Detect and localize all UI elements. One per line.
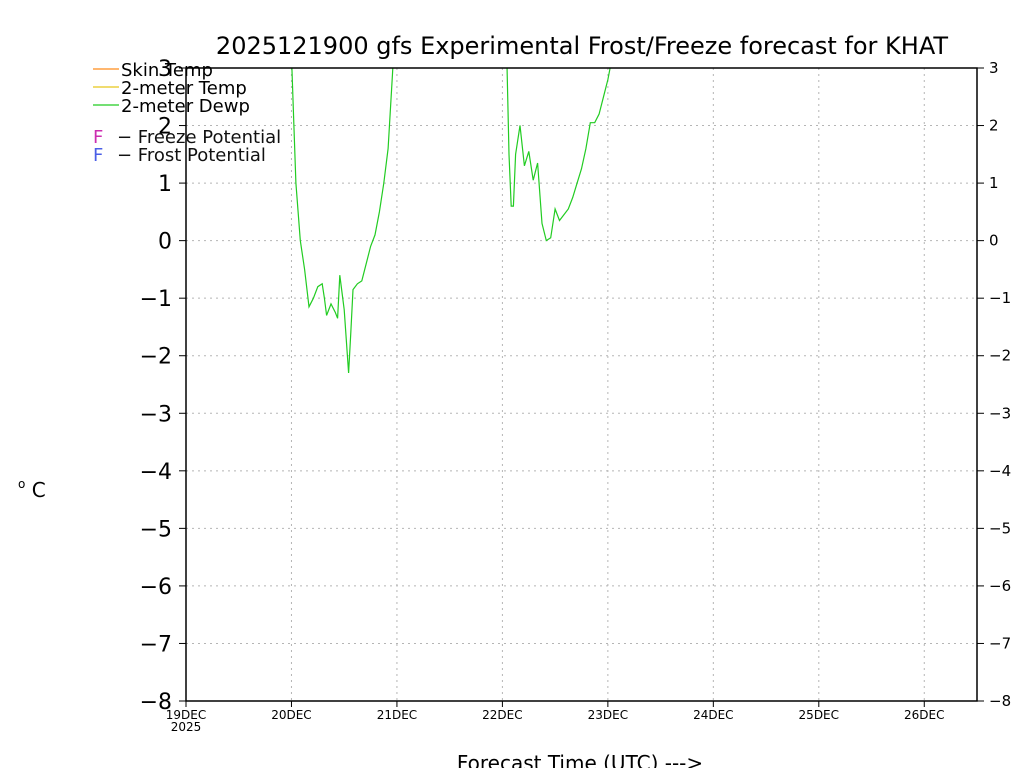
legend-potential-entry: F − Freeze Potential: [93, 127, 281, 148]
y-tick-label-right: 3: [989, 59, 999, 77]
y-axis-label-unit: C: [32, 478, 46, 502]
y-tick-label-left: −1: [140, 287, 172, 312]
y-tick-label-right: 1: [989, 174, 999, 192]
y-axis-ticks: 3 3 2 2 1 1 0 0 −1 −1 −2 −2 −3 −3 −4 −4 −5 −5 −6 −6 −7 −7 −8 −8: [140, 57, 1012, 715]
legend-potential-entry: F − Frost Potential: [93, 145, 266, 166]
x-tick-label: 20DEC: [271, 708, 311, 722]
x-axis-ticks: 19DEC 20DEC 21DEC 22DEC 23DEC 24DEC 25DEC 26DEC: [166, 701, 945, 722]
y-tick-label-right: 0: [989, 232, 999, 250]
y-tick-label-right: −1: [989, 289, 1011, 307]
series-line-dewpoint: [291, 68, 394, 374]
y-tick-label-right: −4: [989, 462, 1011, 480]
x-tick-label: 23DEC: [588, 708, 628, 722]
legend-label: 2-meter Temp: [121, 78, 247, 99]
x-axis-label: Forecast Time (UTC) --->: [457, 751, 703, 768]
legend-potential-symbol: F: [93, 127, 103, 148]
y-tick-label-left: −2: [140, 345, 172, 370]
x-tick-label: 22DEC: [482, 708, 522, 722]
legend-label: Skin Temp: [121, 60, 213, 81]
x-tick-label: 26DEC: [904, 708, 944, 722]
y-tick-label-left: −5: [140, 517, 172, 542]
legend-potential-label: − Freeze Potential: [117, 127, 281, 148]
y-tick-label-right: −3: [989, 404, 1011, 422]
legend-potential-label: − Frost Potential: [117, 145, 266, 166]
x-tick-label: 21DEC: [377, 708, 417, 722]
y-tick-label-left: −8: [140, 690, 172, 715]
y-tick-label-left: −7: [140, 632, 172, 657]
y-tick-label-left: 3: [158, 57, 172, 82]
legend-label: 2-meter Dewp: [121, 96, 250, 117]
y-tick-label-left: −3: [140, 402, 172, 427]
y-tick-label-left: −6: [140, 575, 172, 600]
y-tick-label-right: −7: [989, 634, 1011, 652]
legend-potential-symbol: F: [93, 145, 103, 166]
y-tick-label-left: 0: [158, 230, 172, 255]
y-tick-label-left: −4: [140, 460, 172, 485]
x-tick-label: 19DEC: [166, 708, 206, 722]
y-tick-label-right: −8: [989, 692, 1011, 710]
y-tick-label-right: −5: [989, 519, 1011, 537]
y-tick-label-right: 2: [989, 117, 999, 135]
chart-title: 2025121900 gfs Experimental Frost/Freeze…: [216, 32, 948, 60]
series-lines: [291, 68, 611, 374]
x-tick-label: 24DEC: [693, 708, 733, 722]
x-first-tick-year: 2025: [171, 720, 202, 734]
grid-lines: [186, 68, 977, 701]
y-tick-label-left: 2: [158, 115, 172, 140]
y-tick-label-left: 1: [158, 172, 172, 197]
x-tick-label: 25DEC: [799, 708, 839, 722]
series-line-dewpoint: [506, 68, 611, 242]
y-axis-label-degree: o: [18, 477, 25, 491]
y-tick-label-right: −6: [989, 577, 1011, 595]
plot-frame: [185, 67, 978, 702]
y-tick-label-right: −2: [989, 347, 1011, 365]
y-axis-label: o C: [18, 469, 46, 502]
